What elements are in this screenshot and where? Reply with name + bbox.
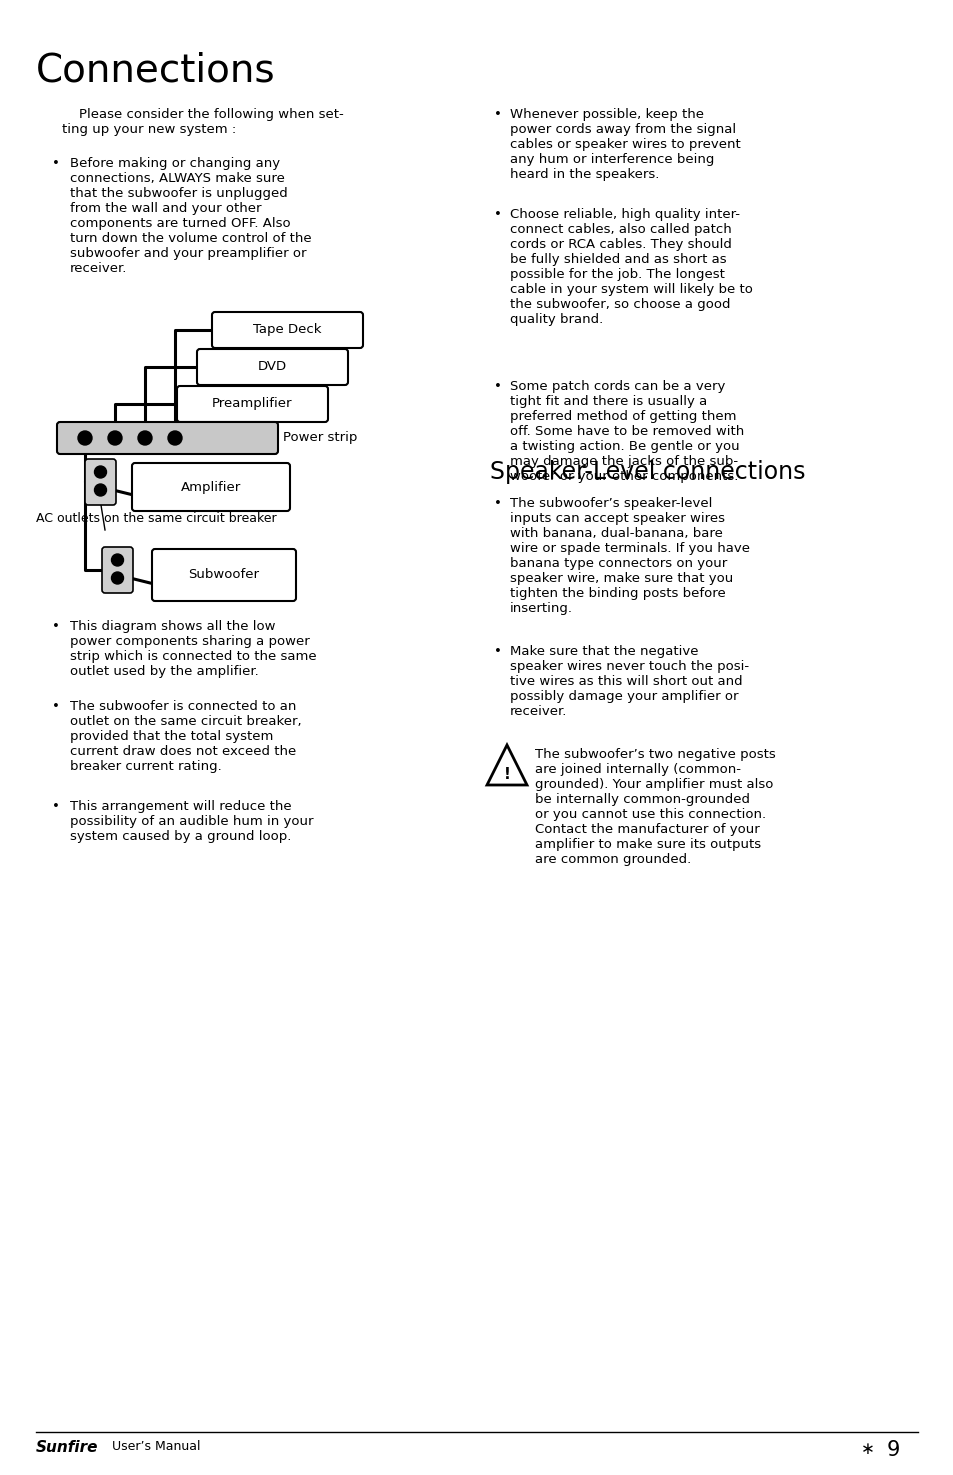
Text: •: • (52, 620, 60, 633)
Text: 9: 9 (885, 1440, 899, 1460)
Text: •: • (52, 799, 60, 813)
Circle shape (168, 431, 182, 445)
Circle shape (94, 466, 107, 478)
FancyBboxPatch shape (196, 350, 348, 385)
Text: AC outlets on the same circuit breaker: AC outlets on the same circuit breaker (36, 512, 276, 525)
Text: This arrangement will reduce the
possibility of an audible hum in your
system ca: This arrangement will reduce the possibi… (70, 799, 314, 844)
Text: Tape Deck: Tape Deck (253, 323, 321, 336)
Text: Some patch cords can be a very
tight fit and there is usually a
preferred method: Some patch cords can be a very tight fit… (510, 381, 743, 482)
Circle shape (112, 555, 123, 566)
Circle shape (78, 431, 91, 445)
Text: •: • (494, 208, 501, 221)
Text: Please consider the following when set-
ting up your new system :: Please consider the following when set- … (62, 108, 343, 136)
Text: This diagram shows all the low
power components sharing a power
strip which is c: This diagram shows all the low power com… (70, 620, 316, 678)
Text: •: • (494, 108, 501, 121)
Text: •: • (52, 156, 60, 170)
Circle shape (138, 431, 152, 445)
Text: •: • (494, 645, 501, 658)
Text: User’s Manual: User’s Manual (112, 1440, 200, 1453)
Circle shape (94, 484, 107, 496)
Text: Power strip: Power strip (283, 432, 357, 444)
FancyBboxPatch shape (177, 386, 328, 422)
Text: Connections: Connections (36, 52, 275, 90)
Text: The subwoofer’s speaker-level
inputs can accept speaker wires
with banana, dual-: The subwoofer’s speaker-level inputs can… (510, 497, 749, 615)
Text: •: • (494, 497, 501, 510)
Text: Whenever possible, keep the
power cords away from the signal
cables or speaker w: Whenever possible, keep the power cords … (510, 108, 740, 181)
Text: !: ! (503, 767, 510, 782)
Text: Speaker-Level connections: Speaker-Level connections (490, 460, 804, 484)
FancyBboxPatch shape (57, 422, 277, 454)
FancyBboxPatch shape (212, 313, 363, 348)
Text: •: • (494, 381, 501, 392)
Text: Preamplifier: Preamplifier (212, 397, 293, 410)
FancyBboxPatch shape (132, 463, 290, 510)
Text: Subwoofer: Subwoofer (189, 568, 259, 581)
Text: ∗: ∗ (861, 1440, 874, 1457)
FancyBboxPatch shape (152, 549, 295, 600)
Text: Before making or changing any
connections, ALWAYS make sure
that the subwoofer i: Before making or changing any connection… (70, 156, 312, 274)
Text: The subwoofer is connected to an
outlet on the same circuit breaker,
provided th: The subwoofer is connected to an outlet … (70, 701, 301, 773)
Text: •: • (52, 701, 60, 712)
FancyBboxPatch shape (102, 547, 132, 593)
Text: Choose reliable, high quality inter-
connect cables, also called patch
cords or : Choose reliable, high quality inter- con… (510, 208, 752, 326)
Text: Amplifier: Amplifier (181, 481, 241, 494)
Text: DVD: DVD (257, 360, 287, 373)
Circle shape (108, 431, 122, 445)
Text: Sunfire: Sunfire (36, 1440, 98, 1454)
FancyBboxPatch shape (85, 459, 116, 504)
Text: Make sure that the negative
speaker wires never touch the posi-
tive wires as th: Make sure that the negative speaker wire… (510, 645, 748, 718)
Text: The subwoofer’s two negative posts
are joined internally (common-
grounded). You: The subwoofer’s two negative posts are j… (535, 748, 775, 866)
Circle shape (112, 572, 123, 584)
